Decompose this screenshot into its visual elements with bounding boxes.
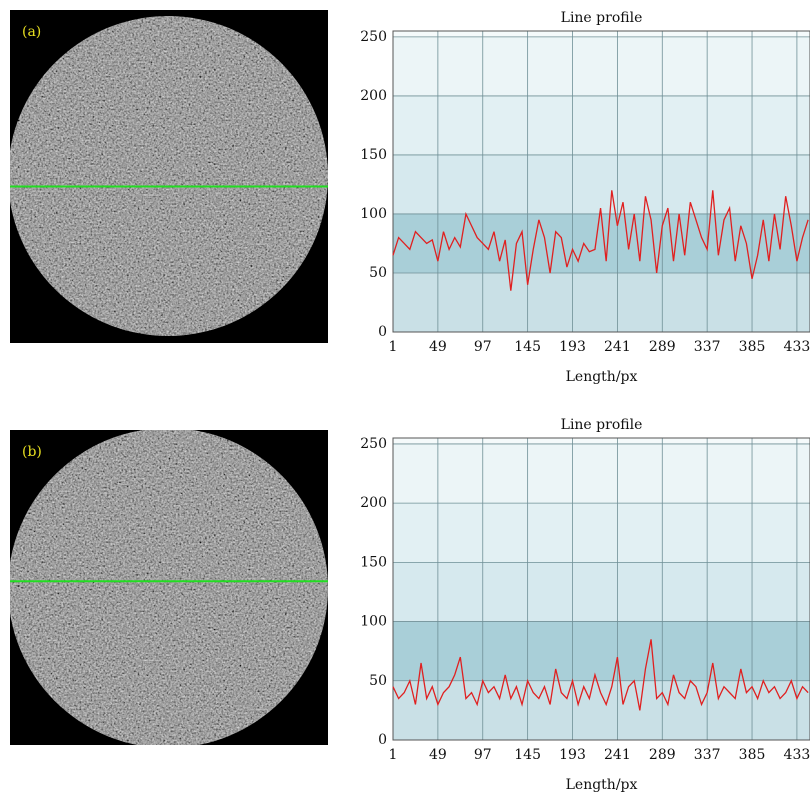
y-tick-label: 0 — [378, 324, 387, 340]
ct-image-noise — [10, 430, 328, 745]
x-tick-label: 433 — [784, 747, 810, 763]
ct-image-noise — [10, 16, 328, 336]
plot-band — [393, 680, 810, 740]
y-tick-label: 200 — [360, 495, 387, 511]
panel-label: (a) — [22, 24, 41, 40]
x-tick-label: 49 — [429, 339, 447, 355]
plot-frame — [392, 30, 810, 333]
y-tick-label: 100 — [360, 614, 387, 630]
x-axis-label: Length/px — [566, 777, 638, 793]
plot-band — [393, 503, 810, 563]
x-tick-label: 1 — [389, 747, 398, 763]
profile-line — [392, 190, 809, 291]
x-tick-label: 385 — [739, 747, 766, 763]
x-tick-label: 97 — [474, 747, 492, 763]
y-tick-label: 0 — [378, 732, 387, 748]
x-tick-label: 241 — [604, 747, 631, 763]
y-tick-label: 150 — [360, 554, 387, 570]
x-tick-label: 337 — [694, 747, 721, 763]
y-tick-label: 50 — [369, 673, 387, 689]
x-tick-label: 241 — [604, 339, 631, 355]
x-tick-label: 49 — [429, 747, 447, 763]
chart-title: Line profile — [561, 417, 643, 433]
y-tick-label: 50 — [369, 265, 387, 281]
plot-band — [393, 443, 810, 504]
plot-band — [393, 272, 810, 332]
plot-band — [393, 154, 810, 214]
panel-label: (b) — [22, 444, 42, 460]
y-tick-label: 250 — [360, 29, 387, 45]
plot-band — [393, 438, 810, 444]
x-axis-label: Length/px — [566, 369, 638, 385]
plot-frame — [392, 437, 810, 741]
y-tick-label: 100 — [360, 206, 387, 222]
x-tick-label: 385 — [739, 339, 766, 355]
plot-band — [393, 36, 810, 96]
x-tick-label: 193 — [559, 747, 586, 763]
x-tick-label: 145 — [514, 747, 541, 763]
x-tick-label: 289 — [649, 339, 676, 355]
plot-band — [393, 562, 810, 622]
plot-band — [393, 95, 810, 155]
chart-title: Line profile — [561, 10, 643, 26]
x-tick-label: 145 — [514, 339, 541, 355]
plot-band — [393, 213, 810, 273]
x-tick-label: 1 — [389, 339, 398, 355]
y-tick-label: 200 — [360, 88, 387, 104]
y-tick-label: 150 — [360, 147, 387, 163]
x-tick-label: 433 — [784, 339, 810, 355]
x-tick-label: 289 — [649, 747, 676, 763]
plot-band — [393, 31, 810, 37]
x-tick-label: 193 — [559, 339, 586, 355]
profile-line — [392, 639, 809, 711]
x-tick-label: 97 — [474, 339, 492, 355]
y-tick-label: 250 — [360, 436, 387, 452]
x-tick-label: 337 — [694, 339, 721, 355]
